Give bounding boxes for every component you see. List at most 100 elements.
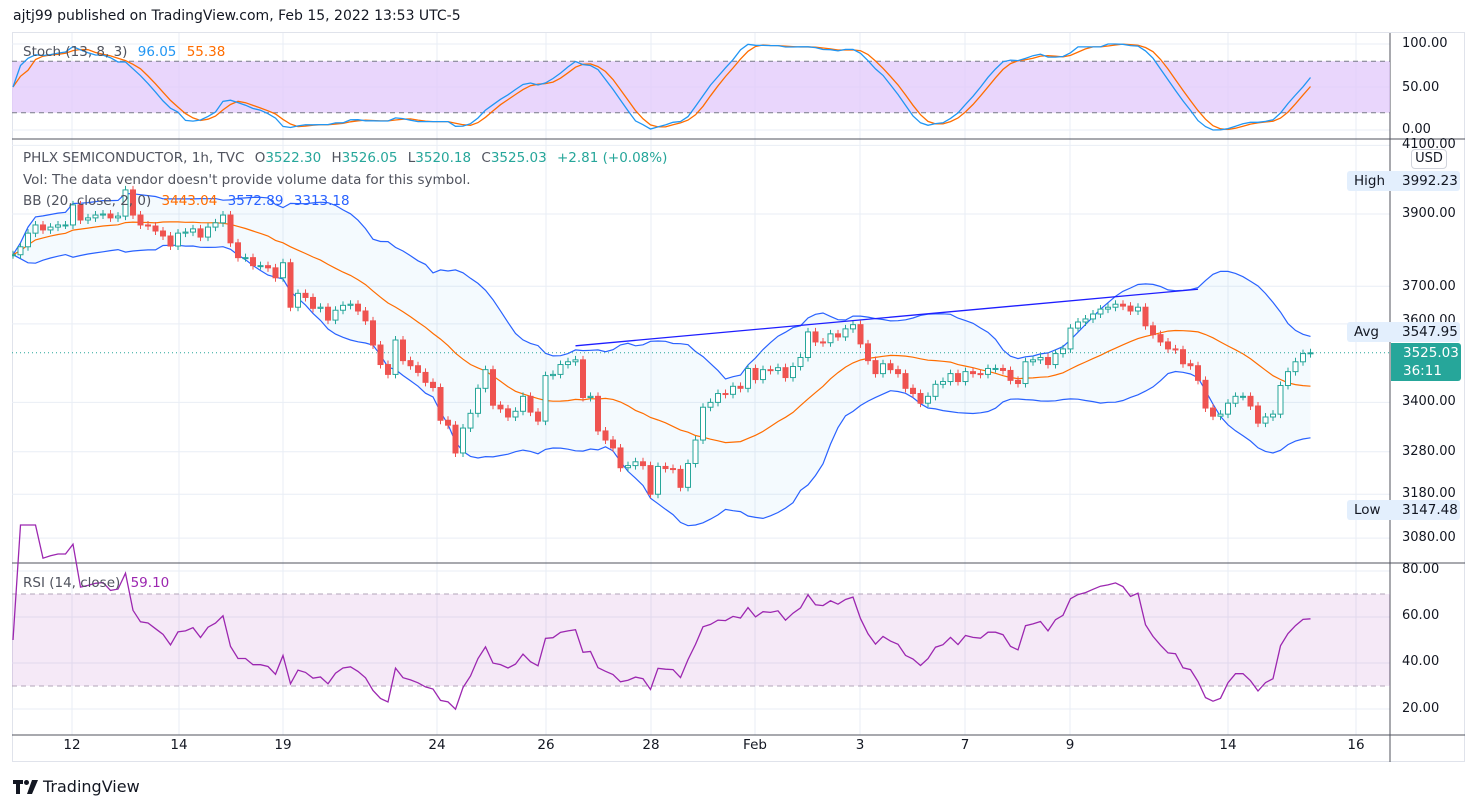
candle xyxy=(700,403,706,445)
candle-body xyxy=(1060,348,1066,355)
candle-body xyxy=(190,228,196,233)
stoch-tick: 100.00 xyxy=(1402,36,1448,51)
candle xyxy=(55,220,61,232)
last-price-label: 3525.03 36:11 xyxy=(1391,343,1461,381)
time-tick: 28 xyxy=(642,737,660,753)
candle-body xyxy=(47,226,54,231)
candle xyxy=(12,250,16,259)
price-tick: 3280.00 xyxy=(1402,444,1456,459)
candle xyxy=(632,457,639,470)
candle-body xyxy=(520,395,526,412)
candle-body xyxy=(1307,352,1314,355)
rsi-tick: 60.00 xyxy=(1402,608,1440,623)
candle xyxy=(1082,314,1089,326)
candle xyxy=(1120,300,1126,311)
candle xyxy=(1270,410,1276,421)
candle-body xyxy=(265,265,271,269)
candle-body xyxy=(1172,348,1179,351)
candle-body xyxy=(1247,395,1254,407)
bar-countdown: 36:11 xyxy=(1403,363,1442,379)
candle xyxy=(602,426,609,445)
candle-body xyxy=(797,356,804,368)
candle-body xyxy=(812,331,819,343)
currency-button[interactable]: USD xyxy=(1411,149,1447,169)
candle xyxy=(685,459,691,492)
candle xyxy=(160,227,166,241)
candle-body xyxy=(242,257,249,260)
candle-body xyxy=(910,387,916,395)
candle xyxy=(1135,303,1141,315)
candle xyxy=(1022,357,1029,388)
candle xyxy=(1127,302,1134,315)
tradingview-logo[interactable]: TradingView xyxy=(13,777,140,796)
candle xyxy=(865,339,871,365)
candle xyxy=(62,220,69,229)
candle-body xyxy=(317,306,324,309)
candle xyxy=(730,382,736,399)
candle-body xyxy=(1232,395,1239,404)
candle xyxy=(212,218,219,232)
candle xyxy=(707,398,714,412)
avg-marker-value: 3547.95 xyxy=(1402,324,1458,340)
rsi-tick: 40.00 xyxy=(1402,654,1440,669)
avg-marker: Avg 3547.95 xyxy=(1347,322,1460,342)
candle xyxy=(842,324,849,341)
low-value: 3520.18 xyxy=(415,150,472,166)
candle xyxy=(617,443,624,472)
candle xyxy=(452,421,459,457)
candle xyxy=(490,365,496,410)
candle xyxy=(947,369,954,386)
candle-body xyxy=(355,303,361,312)
candle xyxy=(542,371,549,426)
candle xyxy=(1007,366,1014,385)
stoch-tick: 0.00 xyxy=(1402,122,1431,137)
candle xyxy=(1210,404,1216,421)
candle-body xyxy=(542,375,549,422)
candle xyxy=(512,407,519,421)
candle xyxy=(467,409,474,433)
candle xyxy=(40,220,46,234)
candle-body xyxy=(107,213,114,219)
candle-body xyxy=(1285,371,1291,387)
candle-body xyxy=(1202,379,1209,409)
candle-body xyxy=(400,339,406,362)
candle xyxy=(932,380,939,401)
candle-body xyxy=(1165,341,1171,350)
candle-body xyxy=(1225,402,1231,415)
candle-body xyxy=(692,439,699,464)
candle xyxy=(122,185,129,221)
candle-body xyxy=(947,373,954,383)
candle-body xyxy=(287,262,294,308)
candle xyxy=(610,436,616,452)
candle-body xyxy=(940,381,946,385)
rsi-band xyxy=(12,594,1390,686)
candle xyxy=(670,464,676,474)
candle xyxy=(497,401,504,413)
candle xyxy=(835,329,841,341)
candle-body xyxy=(1277,385,1284,415)
candle xyxy=(205,223,211,242)
candle xyxy=(565,357,571,369)
candle-body xyxy=(685,462,691,488)
candle xyxy=(257,261,264,270)
candle xyxy=(70,200,76,229)
candle xyxy=(167,232,174,251)
candle-body xyxy=(820,341,826,344)
candle xyxy=(317,303,324,313)
candle-body xyxy=(17,246,24,256)
candle-body xyxy=(790,366,796,379)
candle xyxy=(190,224,196,237)
candle-body xyxy=(347,303,354,306)
candle xyxy=(1060,344,1066,358)
candle-body xyxy=(745,367,751,389)
candle xyxy=(655,462,661,499)
candle xyxy=(100,210,106,220)
candle-body xyxy=(1262,416,1269,424)
candle-body xyxy=(902,373,909,389)
candle xyxy=(1112,300,1119,312)
bb-upper-value: 3572.89 xyxy=(227,193,284,209)
candle xyxy=(1090,310,1096,323)
candle-body xyxy=(257,265,264,268)
price-tick: 3180.00 xyxy=(1402,486,1456,501)
